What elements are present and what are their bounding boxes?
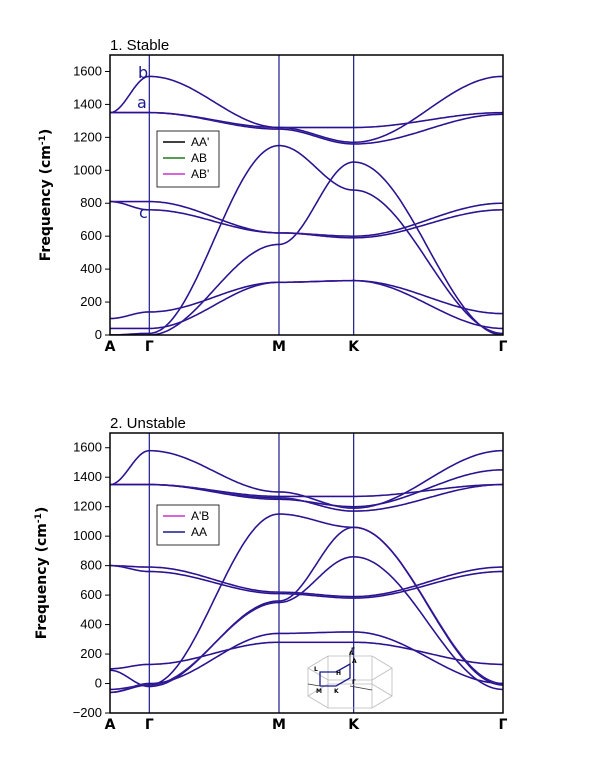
band-3-shadow [110,631,503,694]
band-9-shadow [110,449,503,510]
y-tick-label: 1000 [73,528,102,543]
y-tick-label: 1600 [73,440,102,455]
y-axis-label: Frequency (cm-1) [38,129,54,262]
x-tick-label: Γ [499,717,508,733]
x-tick-label: M [272,339,286,355]
y-tick-label: 1400 [73,469,102,484]
legend-box [156,504,220,546]
x-tick-label: Γ [145,717,154,733]
x-tick-label: A [105,717,116,733]
y-tick-label: 200 [80,646,102,661]
y-tick-label: −200 [73,705,102,720]
legend-label: A'B [191,509,209,523]
y-tick-label: 800 [80,558,102,573]
bz-kpath [319,662,351,687]
band-group [110,449,503,694]
y-tick-label: 1000 [73,162,102,177]
band-annotation: b [138,63,148,82]
bz-axis [349,685,373,691]
y-tick-label: 600 [80,228,102,243]
band-7 [110,111,503,129]
y-tick-label: 1200 [73,499,102,514]
bz-label: Γ [352,679,356,686]
y-tick-label: 400 [80,261,102,276]
x-tick-label: Γ [145,339,154,355]
band-2-shadow [110,279,503,330]
chart-panel-1: 1. Stable 0 200 400 600 800 1000 1200 1400 1600 A Γ… [38,37,508,355]
bz-label: K [334,688,339,695]
band-3 [110,631,503,694]
x-tick-label: K [348,339,360,355]
plot-frame [109,432,504,714]
bz-label: A [352,658,357,665]
legend-label: AB' [191,167,209,181]
y-tick-label: 0 [95,327,102,342]
x-tick-label: M [272,717,286,733]
y-tick-label: 1400 [73,96,102,111]
chart-title: 2. Unstable [110,415,186,432]
band-annotation: a [137,93,147,112]
y-tick-label: 0 [95,676,102,691]
bz-axis [307,683,321,687]
y-tick-label: 600 [80,587,102,602]
band-annotation: c [139,203,148,222]
bz-label: H [336,670,341,677]
band-0 [110,161,503,335]
legend-label: AA [191,525,207,539]
bz-label: L [314,666,318,673]
x-tick-label: A [105,339,116,355]
band-0-shadow [110,161,503,335]
legend-label: AB [191,151,207,165]
bz-label: Γ [351,647,355,654]
y-tick-label: 800 [80,195,102,210]
y-tick-label: 1600 [73,63,102,78]
chart-panel-2: 2. Unstable −200 0 200 400 600 800 1000 1200 1400… [34,415,508,733]
band-2 [110,641,503,670]
x-tick-label: Γ [499,339,508,355]
y-tick-label: 200 [80,294,102,309]
band-2-shadow [110,641,503,670]
legend-box [156,130,220,188]
band-7-shadow [110,111,503,129]
y-tick-label: 1200 [73,129,102,144]
band-9 [110,450,503,509]
plot-frame [109,54,504,336]
bz-label: A [349,650,354,657]
band-8 [110,483,503,498]
chart-title: 1. Stable [110,37,169,54]
y-axis-label: Frequency (cm-1) [34,507,50,640]
band-2 [110,279,503,330]
y-tick-label: 400 [80,617,102,632]
band-group [110,75,503,335]
legend-label: AA' [191,135,209,149]
x-tick-label: K [348,717,360,733]
band-8-shadow [110,483,503,498]
bz-label: M [316,688,322,695]
